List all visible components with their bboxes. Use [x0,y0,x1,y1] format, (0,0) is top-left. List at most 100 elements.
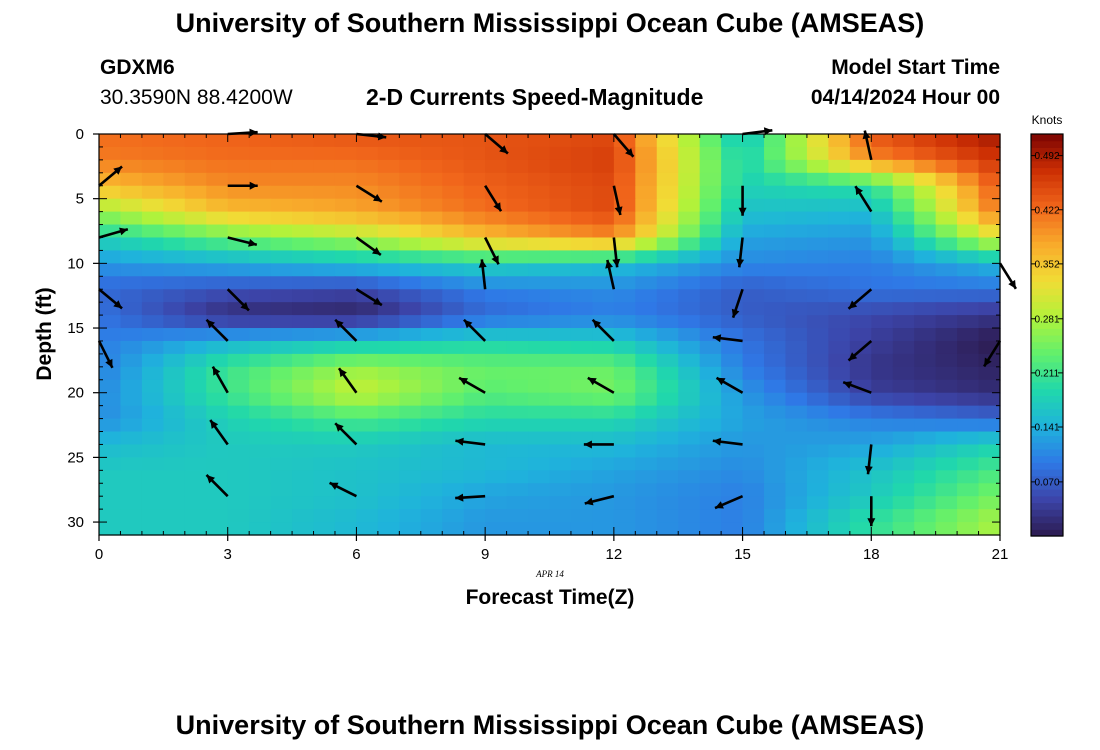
heatmap-cell [506,172,529,187]
heatmap-cell [699,134,722,148]
heatmap-cell [420,392,443,407]
heatmap-cell [828,457,851,471]
heatmap-cell [163,379,186,394]
heatmap-cell [528,146,551,161]
heatmap-cell [914,340,937,355]
heatmap-cell [549,509,572,523]
heatmap-cell [377,172,400,187]
heatmap-cell [742,250,765,264]
heatmap-cell [506,134,529,148]
heatmap-cell [935,198,958,213]
heatmap-cell [270,457,293,471]
heatmap-cell [764,224,787,239]
heatmap-cell [377,353,400,368]
heatmap-cell [249,198,272,213]
heatmap-cell [528,289,551,303]
heatmap-cell [978,522,1001,536]
heatmap-cell [399,366,422,381]
heatmap-cell [549,444,572,458]
heatmap-cell [313,302,336,316]
heatmap-cell [892,159,915,174]
heatmap-cell [785,457,808,471]
heatmap-cell [656,509,679,523]
heatmap-cell [978,431,1001,446]
heatmap-cell [227,366,250,381]
heatmap-cell [141,146,164,161]
heatmap-cell [420,444,443,458]
heatmap-cell [99,431,122,446]
heatmap-cell [935,392,958,407]
heatmap-cell [463,289,486,303]
heatmap-cell [785,444,808,458]
heatmap-cell [120,263,143,277]
heatmap-cell [313,172,336,187]
heatmap-cell [99,379,122,394]
heatmap-cell [420,509,443,523]
heatmap-cell [978,276,1001,290]
heatmap-cell [721,172,744,187]
heatmap-cell [528,418,551,433]
heatmap-cell [528,353,551,368]
heatmap-cell [892,405,915,420]
heatmap-cell [978,302,1001,316]
heatmap-cell [849,483,872,497]
heatmap-cell [678,250,701,264]
heatmap-cell [613,159,636,174]
heatmap-cell [420,302,443,316]
heatmap-cell [914,522,937,536]
heatmap-cell [506,302,529,316]
heatmap-cell [249,315,272,329]
heatmap-cell [463,134,486,148]
heatmap-cell [356,159,379,174]
heatmap-cell [485,470,508,484]
heatmap-cell [613,224,636,239]
heatmap-cell [635,237,658,252]
heatmap-cell [163,315,186,329]
heatmap-cell [399,211,422,226]
y-tick-label: 15 [67,320,84,337]
heatmap-cell [806,237,829,252]
heatmap-cell [399,237,422,252]
heatmap-cell [592,159,615,174]
heatmap-cell [914,366,937,381]
heatmap-cell [227,146,250,161]
heatmap-cell [356,353,379,368]
colorbar-swatch [1031,201,1063,209]
heatmap-cell [270,470,293,484]
heatmap-cell [699,366,722,381]
heatmap-cell [313,405,336,420]
heatmap-cell [871,315,894,329]
heatmap-cell [613,392,636,407]
heatmap-cell [549,392,572,407]
heatmap-cell [442,250,465,264]
heatmap-cell [334,405,358,420]
heatmap-cell [806,392,829,407]
heatmap-cell [871,392,894,407]
heatmap-cell [206,211,229,226]
heatmap-cell [334,237,358,252]
heatmap-cell [635,263,658,277]
heatmap-cell [914,198,937,213]
heatmap-cell [399,172,422,187]
heatmap-cell [785,146,808,161]
heatmap-cell [635,276,658,290]
heatmap-cell [334,379,358,394]
heatmap-cell [849,418,872,433]
heatmap-cell [442,185,465,200]
heatmap-cell [935,457,958,471]
colorbar-tick-label: 0.352 [1034,259,1059,270]
heatmap-cell [742,366,765,381]
heatmap-cell [570,457,593,471]
heatmap-cell [957,392,980,407]
heatmap-cell [549,134,572,148]
heatmap-cell [871,250,894,264]
heatmap-cell [249,483,272,497]
heatmap-cell [699,444,722,458]
heatmap-cell [206,159,229,174]
heatmap-cell [356,224,379,239]
heatmap-cell [785,289,808,303]
heatmap-cell [506,483,529,497]
colorbar-swatch [1031,475,1063,483]
heatmap-cell [828,146,851,161]
heatmap-cell [892,250,915,264]
